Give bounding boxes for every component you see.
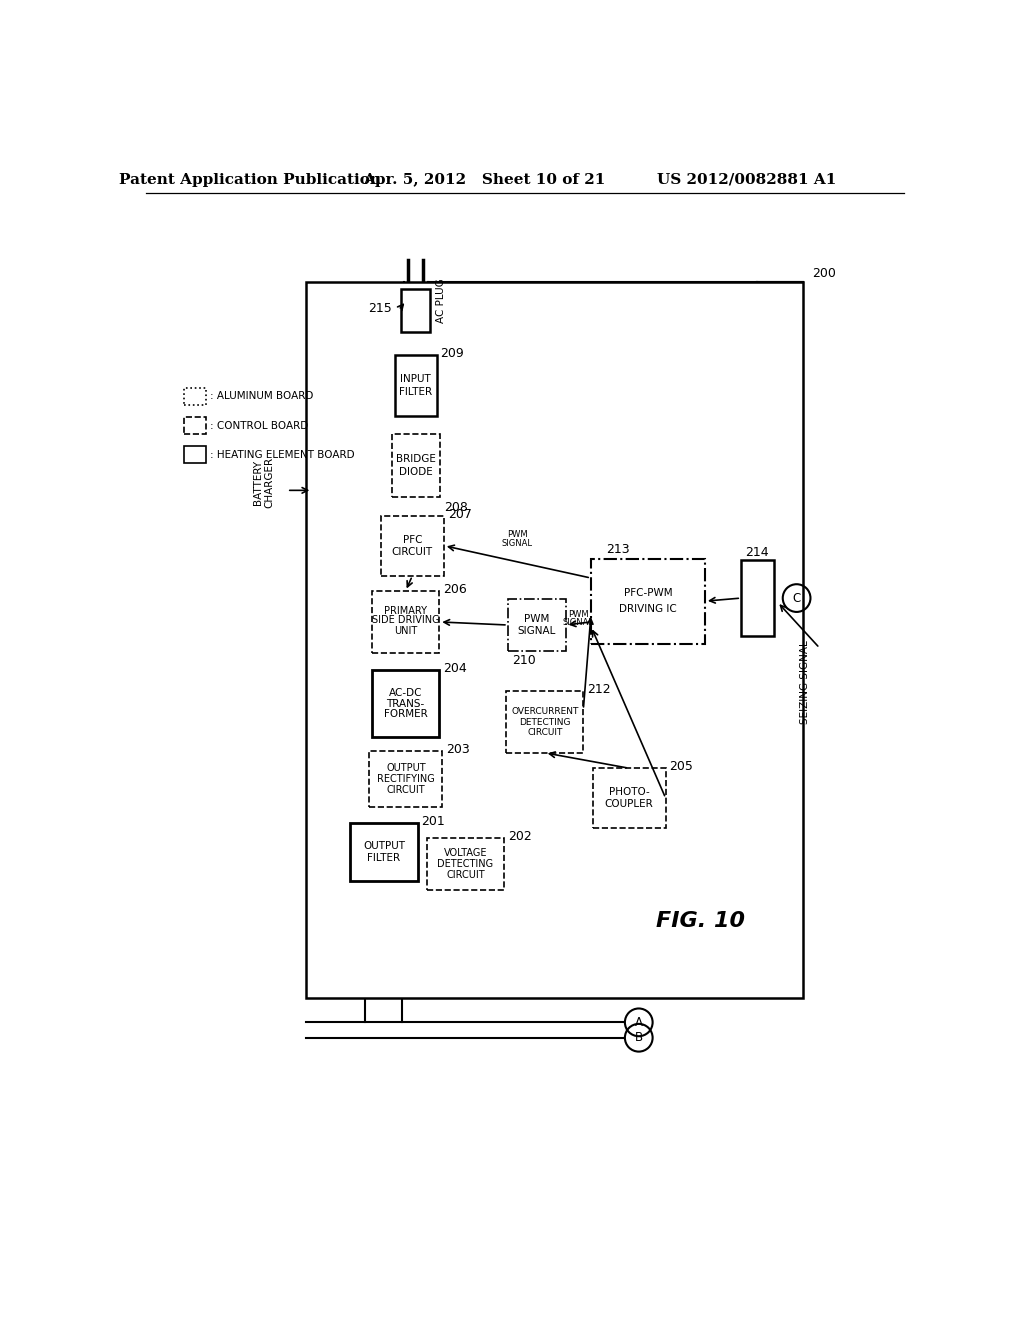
Text: CIRCUIT: CIRCUIT	[446, 870, 484, 879]
Bar	[370, 751, 442, 807]
Text: FIG. 10: FIG. 10	[655, 911, 744, 931]
Text: AC-DC: AC-DC	[389, 688, 422, 698]
Text: CIRCUIT: CIRCUIT	[392, 546, 433, 557]
Text: A: A	[635, 1016, 643, 1028]
Bar	[306, 281, 803, 998]
Text: PWM: PWM	[507, 531, 527, 540]
Text: 210: 210	[512, 653, 536, 667]
Bar	[591, 558, 705, 644]
Text: VOLTAGE: VOLTAGE	[443, 847, 487, 858]
Text: RECTIFYING: RECTIFYING	[377, 774, 435, 784]
Bar	[394, 355, 437, 416]
Text: INPUT: INPUT	[400, 375, 431, 384]
Text: 206: 206	[443, 583, 467, 597]
Text: COUPLER: COUPLER	[605, 800, 653, 809]
Text: PRIMARY: PRIMARY	[384, 606, 427, 616]
Text: DETECTING: DETECTING	[519, 718, 570, 726]
Text: 208: 208	[444, 502, 468, 513]
Text: DIODE: DIODE	[399, 467, 433, 477]
Bar	[372, 669, 439, 738]
Text: B: B	[635, 1031, 643, 1044]
Bar	[381, 516, 444, 576]
Text: PFC: PFC	[402, 535, 422, 545]
Text: CIRCUIT: CIRCUIT	[386, 785, 425, 795]
Bar	[350, 822, 418, 880]
Text: 214: 214	[745, 546, 769, 560]
Text: Apr. 5, 2012   Sheet 10 of 21: Apr. 5, 2012 Sheet 10 of 21	[364, 173, 606, 187]
Bar	[741, 561, 773, 636]
Text: BRIDGE: BRIDGE	[396, 454, 436, 465]
Bar	[372, 591, 439, 653]
Text: Patent Application Publication: Patent Application Publication	[119, 173, 381, 187]
Text: PHOTO-: PHOTO-	[608, 787, 649, 797]
Text: 204: 204	[443, 661, 467, 675]
Text: 215: 215	[369, 302, 392, 315]
Bar	[184, 446, 206, 463]
Text: BATTERY
CHARGER: BATTERY CHARGER	[253, 457, 274, 508]
Text: : HEATING ELEMENT BOARD: : HEATING ELEMENT BOARD	[210, 450, 354, 459]
Bar	[506, 692, 584, 752]
Text: AC PLUG: AC PLUG	[436, 279, 445, 323]
Bar	[427, 838, 504, 890]
Text: UNIT: UNIT	[394, 626, 417, 636]
Text: SIGNAL: SIGNAL	[517, 626, 556, 636]
Text: PFC-PWM: PFC-PWM	[624, 589, 673, 598]
Text: US 2012/0082881 A1: US 2012/0082881 A1	[656, 173, 837, 187]
Text: 200: 200	[812, 267, 836, 280]
Text: C: C	[793, 591, 801, 605]
Text: PWM: PWM	[568, 610, 589, 619]
Bar	[392, 434, 440, 498]
Text: SIGNAL: SIGNAL	[502, 539, 532, 548]
Text: CIRCUIT: CIRCUIT	[527, 729, 562, 738]
Bar	[400, 289, 430, 331]
Text: SIGNAL: SIGNAL	[563, 618, 594, 627]
Text: FILTER: FILTER	[399, 387, 432, 397]
Text: PWM: PWM	[524, 614, 550, 624]
Text: SIDE DRIVING: SIDE DRIVING	[372, 615, 439, 626]
Text: FORMER: FORMER	[384, 709, 427, 719]
Text: : ALUMINUM BOARD: : ALUMINUM BOARD	[210, 391, 313, 401]
Text: : CONTROL BOARD: : CONTROL BOARD	[210, 421, 308, 430]
Text: DRIVING IC: DRIVING IC	[620, 603, 677, 614]
Bar	[184, 417, 206, 434]
Text: OUTPUT: OUTPUT	[386, 763, 426, 774]
Text: 201: 201	[422, 814, 445, 828]
Text: 207: 207	[447, 508, 472, 520]
Text: OVERCURRENT: OVERCURRENT	[511, 706, 579, 715]
Text: FILTER: FILTER	[368, 853, 400, 863]
Text: 205: 205	[670, 760, 693, 774]
Bar	[593, 768, 666, 829]
Text: 213: 213	[606, 543, 630, 556]
Text: 209: 209	[440, 347, 464, 360]
Text: 203: 203	[446, 743, 470, 756]
Text: DETECTING: DETECTING	[437, 859, 494, 869]
Text: 212: 212	[587, 684, 610, 696]
Text: OUTPUT: OUTPUT	[362, 841, 404, 850]
Text: TRANS-: TRANS-	[386, 698, 425, 709]
Text: 202: 202	[508, 829, 531, 842]
Bar	[184, 388, 206, 405]
Bar	[508, 599, 565, 651]
Text: SEIZING SIGNAL: SEIZING SIGNAL	[801, 640, 810, 725]
